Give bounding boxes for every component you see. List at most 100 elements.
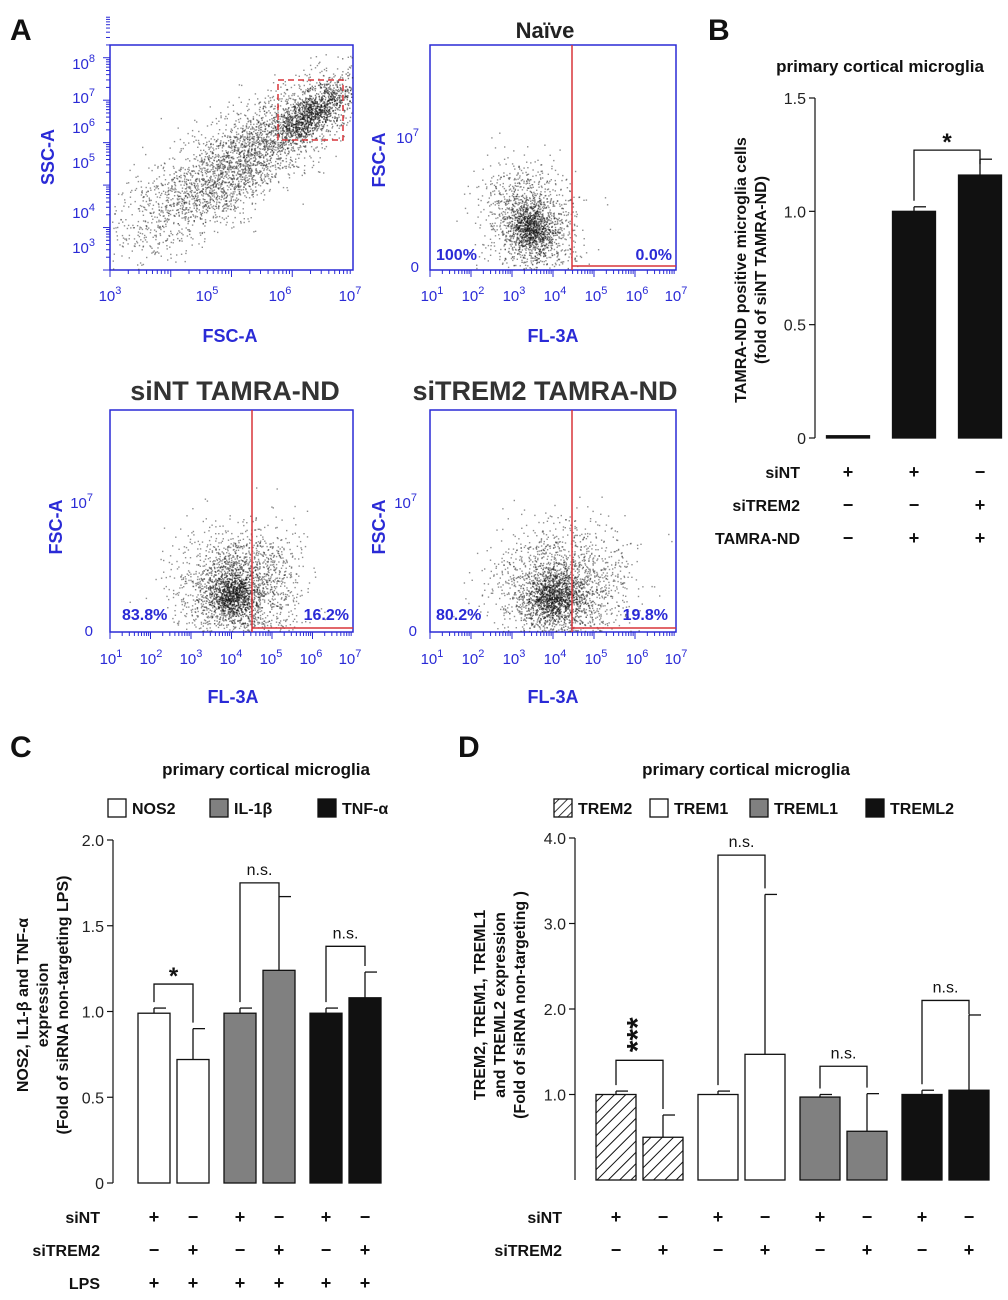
event-dot xyxy=(248,169,250,171)
event-dot xyxy=(292,134,295,137)
event-dot xyxy=(291,118,294,121)
event-dot xyxy=(285,137,287,139)
event-dot xyxy=(287,113,289,115)
event-dot xyxy=(240,180,242,183)
event-dot xyxy=(190,236,192,239)
event-dot xyxy=(315,105,317,107)
event-dot xyxy=(540,217,543,219)
event-dot xyxy=(303,117,305,119)
event-dot xyxy=(258,155,260,157)
event-dot xyxy=(340,88,342,90)
event-dot xyxy=(235,207,237,210)
event-dot xyxy=(227,155,229,157)
event-dot xyxy=(145,200,148,203)
event-dot xyxy=(568,231,570,233)
event-dot xyxy=(260,179,262,181)
event-dot xyxy=(549,154,551,156)
event-dot xyxy=(316,101,318,103)
event-dot xyxy=(206,175,208,178)
event-dot xyxy=(306,74,308,77)
event-dot xyxy=(326,106,329,108)
event-dot xyxy=(303,122,305,124)
event-dot xyxy=(314,126,316,129)
event-dot xyxy=(239,192,241,195)
event-dot xyxy=(495,217,497,220)
event-dot xyxy=(198,142,200,144)
event-dot xyxy=(238,182,240,184)
event-dot xyxy=(187,218,189,220)
event-dot xyxy=(155,187,157,189)
event-dot xyxy=(291,115,293,118)
event-dot xyxy=(541,186,543,189)
event-dot xyxy=(238,180,240,182)
event-dot xyxy=(240,220,242,223)
event-dot xyxy=(270,140,272,142)
event-dot xyxy=(248,137,251,139)
event-dot xyxy=(148,227,150,229)
event-dot xyxy=(204,183,206,186)
event-dot xyxy=(163,215,165,217)
event-dot xyxy=(166,221,168,223)
event-dot xyxy=(198,188,200,191)
event-dot xyxy=(269,143,272,145)
event-dot xyxy=(259,132,262,135)
event-dot xyxy=(549,191,551,193)
event-dot xyxy=(514,195,517,198)
event-dot xyxy=(278,181,280,184)
event-dot xyxy=(184,176,186,178)
event-dot xyxy=(297,166,299,168)
event-dot xyxy=(158,203,160,206)
event-dot xyxy=(498,238,501,240)
event-dot xyxy=(197,199,200,201)
event-dot xyxy=(221,164,224,166)
event-dot xyxy=(265,115,267,117)
event-dot xyxy=(251,202,254,204)
event-dot xyxy=(327,95,330,98)
event-dot xyxy=(219,144,222,147)
event-dot xyxy=(172,203,174,205)
event-dot xyxy=(530,162,532,164)
event-dot xyxy=(271,165,273,167)
event-dot xyxy=(295,111,297,113)
event-dot xyxy=(286,137,288,139)
event-dot xyxy=(218,205,220,207)
event-dot xyxy=(204,205,206,207)
event-dot xyxy=(262,130,264,132)
event-dot xyxy=(256,113,258,116)
event-dot xyxy=(152,218,154,220)
event-dot xyxy=(230,145,233,147)
event-dot xyxy=(291,106,293,108)
event-dot xyxy=(174,171,177,173)
event-dot xyxy=(209,178,212,180)
event-dot xyxy=(290,156,292,159)
event-dot xyxy=(293,149,295,152)
event-dot xyxy=(248,178,251,180)
event-dot xyxy=(157,167,159,169)
event-dot xyxy=(264,176,266,178)
event-dot xyxy=(310,108,312,110)
event-dot xyxy=(341,122,344,124)
event-dot xyxy=(540,208,542,210)
event-dot xyxy=(206,187,208,189)
event-dot xyxy=(268,146,271,148)
event-dot xyxy=(146,228,149,231)
event-dot xyxy=(312,160,315,163)
event-dot xyxy=(308,127,310,129)
event-dot xyxy=(248,120,250,122)
event-dot xyxy=(514,202,516,204)
event-dot xyxy=(180,166,182,169)
event-dot xyxy=(527,209,529,211)
event-dot xyxy=(287,173,290,175)
event-dot xyxy=(325,103,327,106)
event-dot xyxy=(344,97,346,99)
event-dot xyxy=(317,123,320,125)
event-dot xyxy=(176,204,178,206)
event-dot xyxy=(183,174,185,177)
event-dot xyxy=(218,182,220,184)
event-dot xyxy=(221,194,223,197)
event-dot xyxy=(227,208,229,210)
event-dot xyxy=(297,136,299,138)
event-dot xyxy=(253,149,256,151)
event-dot xyxy=(211,180,213,183)
event-dot xyxy=(329,81,332,84)
